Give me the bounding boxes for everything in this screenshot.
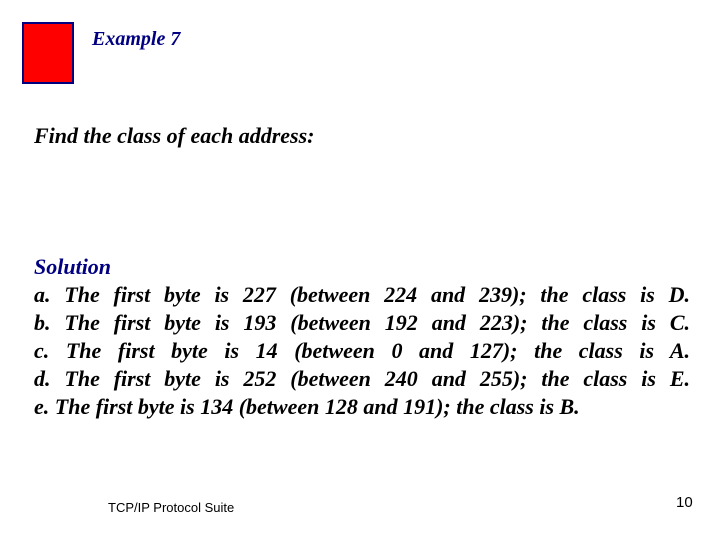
- prompt-text: Find the class of each address:: [34, 123, 315, 148]
- footer-right: 10: [676, 494, 693, 511]
- decorative-red-box: [22, 22, 74, 84]
- solution-line-e-text: The first byte is 134 (between 128 and 1…: [55, 394, 580, 419]
- example-title: Example 7: [92, 28, 180, 51]
- solution-block: Solution a. The first byte is 227 (betwe…: [34, 253, 690, 421]
- solution-line-b: b. The first byte is 193 (between 192 an…: [34, 309, 690, 337]
- solution-line-e: e. The first byte is 134 (between 128 an…: [34, 393, 690, 421]
- solution-line-a: a. The first byte is 227 (between 224 an…: [34, 281, 690, 309]
- solution-line-d-text: The first byte is 252 (between 240 and 2…: [64, 366, 690, 391]
- solution-line-e-label: e.: [34, 394, 49, 419]
- solution-line-c-text: The first byte is 14 (between 0 and 127)…: [66, 338, 690, 363]
- solution-line-d-label: d.: [34, 366, 51, 391]
- solution-heading: Solution: [34, 253, 690, 281]
- example-title-text: Example 7: [92, 28, 180, 50]
- solution-line-a-text: The first byte is 227 (between 224 and 2…: [64, 282, 690, 307]
- solution-line-b-text: The first byte is 193 (between 192 and 2…: [64, 310, 690, 335]
- footer-left-text: TCP/IP Protocol Suite: [108, 500, 234, 515]
- solution-line-b-label: b.: [34, 310, 51, 335]
- prompt-line: Find the class of each address:: [34, 123, 315, 149]
- footer-left: TCP/IP Protocol Suite: [108, 500, 234, 515]
- solution-line-d: d. The first byte is 252 (between 240 an…: [34, 365, 690, 393]
- solution-line-c: c. The first byte is 14 (between 0 and 1…: [34, 337, 690, 365]
- page-number: 10: [676, 494, 693, 511]
- solution-line-a-label: a.: [34, 282, 51, 307]
- solution-line-c-label: c.: [34, 338, 49, 363]
- slide: Example 7 Find the class of each address…: [0, 0, 720, 540]
